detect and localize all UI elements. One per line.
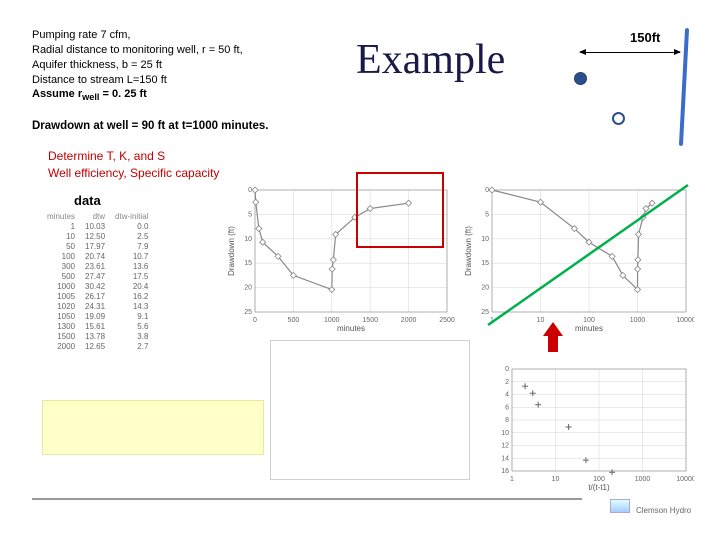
parameters-block: Pumping rate 7 cfm, Radial distance to m… — [32, 28, 243, 104]
well-icon — [574, 72, 587, 85]
param-assume: Assume rwell = 0. 25 ft — [32, 87, 243, 104]
svg-text:10000: 10000 — [676, 317, 694, 324]
table-row: 10020.7410.7 — [42, 252, 153, 262]
svg-text:5: 5 — [248, 211, 252, 218]
table-row: 105019.099.1 — [42, 312, 153, 322]
svg-text:20: 20 — [481, 285, 489, 292]
page-title: Example — [356, 36, 505, 84]
table-row: 150013.783.8 — [42, 332, 153, 342]
svg-text:6: 6 — [505, 404, 509, 411]
svg-text:0: 0 — [505, 366, 509, 373]
svg-text:Drawdown (ft): Drawdown (ft) — [227, 226, 236, 276]
svg-text:100: 100 — [593, 476, 605, 483]
svg-text:8: 8 — [505, 417, 509, 424]
svg-text:2500: 2500 — [439, 317, 455, 324]
distance-arrow — [580, 52, 680, 53]
table-row: 130015.615.6 — [42, 322, 153, 332]
svg-text:1000: 1000 — [630, 317, 646, 324]
table-header: dtw — [80, 212, 110, 222]
svg-text:10: 10 — [501, 430, 509, 437]
svg-text:2000: 2000 — [401, 317, 417, 324]
table-row: 102024.3114.3 — [42, 302, 153, 312]
svg-text:25: 25 — [481, 309, 489, 316]
svg-text:12: 12 — [501, 443, 509, 450]
svg-text:10: 10 — [552, 476, 560, 483]
svg-text:1: 1 — [510, 476, 514, 483]
table-row: 5017.977.9 — [42, 242, 153, 252]
table-header: dtw-initial — [110, 212, 153, 222]
determine-block: Determine T, K, and S Well efficiency, S… — [48, 148, 219, 182]
svg-text:4: 4 — [505, 392, 509, 399]
svg-text:5: 5 — [485, 211, 489, 218]
table-row: 30023.6113.6 — [42, 262, 153, 272]
table-row: 110.030.0 — [42, 222, 153, 232]
stream-icon — [679, 28, 689, 146]
determine-line: Well efficiency, Specific capacity — [48, 165, 219, 182]
svg-text:minutes: minutes — [337, 324, 365, 333]
footer-divider — [32, 498, 582, 500]
svg-text:14: 14 — [501, 455, 509, 462]
drawdown-text: Drawdown at well = 90 ft at t=1000 minut… — [32, 120, 268, 132]
svg-text:10000: 10000 — [676, 476, 694, 483]
highlight-rect — [356, 172, 444, 248]
determine-line: Determine T, K, and S — [48, 148, 219, 165]
svg-text:minutes: minutes — [575, 324, 603, 333]
param-line: Radial distance to monitoring well, r = … — [32, 43, 243, 58]
table-row: 100030.4220.4 — [42, 282, 153, 292]
red-arrow-icon — [543, 322, 563, 352]
svg-text:500: 500 — [288, 317, 300, 324]
svg-text:10: 10 — [481, 236, 489, 243]
svg-text:1000: 1000 — [324, 317, 340, 324]
chart-recovery: 0 2 4 6 8 10 12 14 161 10 100 1000 10000 t/(t-t1) — [482, 363, 694, 493]
svg-text:Drawdown (ft): Drawdown (ft) — [464, 226, 473, 276]
svg-text:10: 10 — [244, 236, 252, 243]
svg-text:1: 1 — [490, 317, 494, 324]
data-table: minutesdtwdtw-initial 110.030.01012.502.… — [42, 212, 153, 352]
distance-label: 150ft — [630, 30, 660, 45]
svg-text:100: 100 — [583, 317, 595, 324]
svg-text:16: 16 — [501, 468, 509, 475]
table-row: 100526.1716.2 — [42, 292, 153, 302]
data-label: data — [74, 193, 101, 208]
svg-text:15: 15 — [481, 260, 489, 267]
svg-text:0: 0 — [248, 187, 252, 194]
table-row: 1012.502.5 — [42, 232, 153, 242]
footer-logo-icon — [610, 499, 630, 513]
svg-text:1500: 1500 — [362, 317, 378, 324]
table-row: 50027.4717.5 — [42, 272, 153, 282]
svg-text:2: 2 — [505, 379, 509, 386]
white-box — [270, 340, 470, 480]
svg-text:0: 0 — [485, 187, 489, 194]
svg-text:t/(t-t1): t/(t-t1) — [588, 483, 610, 492]
table-row: 200012.652.7 — [42, 342, 153, 352]
svg-text:1000: 1000 — [635, 476, 651, 483]
yellow-note-box — [42, 400, 264, 455]
svg-text:0: 0 — [253, 317, 257, 324]
param-line: Distance to stream L=150 ft — [32, 73, 243, 88]
param-line: Pumping rate 7 cfm, — [32, 28, 243, 43]
svg-text:20: 20 — [244, 285, 252, 292]
monitoring-well-icon — [612, 112, 625, 125]
table-header: minutes — [42, 212, 80, 222]
param-line: Aquifer thickness, b = 25 ft — [32, 58, 243, 73]
svg-text:15: 15 — [244, 260, 252, 267]
footer-text: Clemson Hydro — [636, 506, 691, 515]
chart-semilog: 0510152025110100100010000minutesDrawdown… — [462, 184, 694, 334]
svg-text:25: 25 — [244, 309, 252, 316]
